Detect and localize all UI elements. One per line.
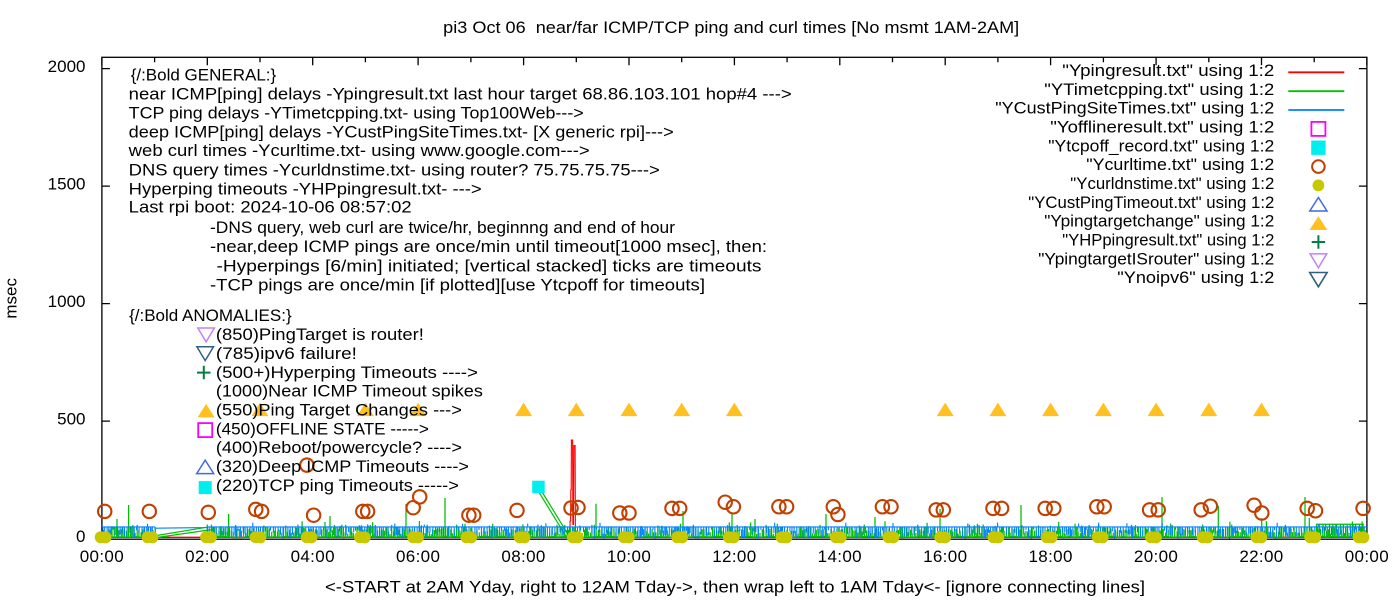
svg-text:{/:Bold GENERAL:}: {/:Bold GENERAL:}	[131, 66, 277, 85]
svg-text:1000: 1000	[48, 292, 86, 311]
svg-text:Last rpi boot: 2024-10-06 08:5: Last rpi boot: 2024-10-06 08:57:02	[129, 198, 412, 217]
svg-text:(320)Deep ICMP Timeouts ---->: (320)Deep ICMP Timeouts ---->	[216, 457, 469, 476]
svg-text:00:00: 00:00	[80, 547, 124, 566]
svg-text:18:00: 18:00	[1028, 547, 1072, 566]
svg-text:"YTimetcpping.txt" using 1:2: "YTimetcpping.txt" using 1:2	[1044, 80, 1274, 99]
svg-text:Hyperping timeouts -YHPpingres: Hyperping timeouts -YHPpingresult.txt- -…	[129, 179, 482, 198]
svg-text:06:00: 06:00	[396, 547, 440, 566]
svg-text:10:00: 10:00	[607, 547, 651, 566]
svg-text:"Yofflineresult.txt" using 1:2: "Yofflineresult.txt" using 1:2	[1050, 118, 1274, 137]
svg-text:08:00: 08:00	[501, 547, 545, 566]
svg-text:web curl times -Ycurltime.txt-: web curl times -Ycurltime.txt- using www…	[128, 141, 590, 160]
svg-text:deep ICMP[ping] delays -YCustP: deep ICMP[ping] delays -YCustPingSiteTim…	[129, 123, 674, 142]
svg-text:20:00: 20:00	[1134, 547, 1178, 566]
svg-text:(220)TCP ping Timeouts ----->: (220)TCP ping Timeouts ----->	[216, 476, 459, 495]
svg-text:{/:Bold ANOMALIES:}: {/:Bold ANOMALIES:}	[129, 306, 292, 325]
svg-text:(550)Ping Target Changes --->: (550)Ping Target Changes --->	[216, 401, 462, 420]
svg-text:"Ytcpoff_record.txt" using 1:2: "Ytcpoff_record.txt" using 1:2	[1048, 136, 1274, 155]
svg-text:near ICMP[ping] delays -Ypingr: near ICMP[ping] delays -Ypingresult.txt …	[129, 85, 792, 104]
svg-text:2000: 2000	[48, 57, 86, 76]
svg-text:0: 0	[76, 527, 85, 546]
svg-text:msec: msec	[2, 277, 21, 318]
svg-text:"YHPpingresult.txt" using 1:2: "YHPpingresult.txt" using 1:2	[1062, 231, 1274, 250]
svg-text:-DNS query, web curl are twice: -DNS query, web curl are twice/hr, begin…	[210, 218, 675, 237]
svg-text:"Ypingtargetchange" using 1:2: "Ypingtargetchange" using 1:2	[1044, 212, 1274, 231]
svg-text:12:00: 12:00	[712, 547, 756, 566]
svg-text:"Ycurldnstime.txt" using 1:2: "Ycurldnstime.txt" using 1:2	[1070, 174, 1274, 193]
svg-text:(1000)Near ICMP Timeout spikes: (1000)Near ICMP Timeout spikes	[216, 382, 483, 401]
svg-text:00:00: 00:00	[1345, 547, 1389, 566]
svg-text:22:00: 22:00	[1239, 547, 1283, 566]
svg-text:(400)Reboot/powercycle? ---->: (400)Reboot/powercycle? ---->	[216, 438, 462, 457]
svg-text:TCP ping delays -YTimetcpping.: TCP ping delays -YTimetcpping.txt- using…	[129, 104, 584, 123]
svg-text:"Ypingresult.txt" using 1:2: "Ypingresult.txt" using 1:2	[1062, 61, 1274, 80]
svg-text:"Ycurltime.txt" using 1:2: "Ycurltime.txt" using 1:2	[1086, 155, 1274, 174]
svg-text:-Hyperpings [6/min] initiated;: -Hyperpings [6/min] initiated; [vertical…	[217, 257, 762, 276]
svg-text:"YCustPingSiteTimes.txt" using: "YCustPingSiteTimes.txt" using 1:2	[995, 99, 1274, 118]
svg-text:(785)ipv6 failure!: (785)ipv6 failure!	[216, 344, 357, 363]
svg-text:02:00: 02:00	[185, 547, 229, 566]
svg-text:"YpingtargetISrouter" using 1:: "YpingtargetISrouter" using 1:2	[1038, 249, 1274, 268]
svg-text:-TCP pings are once/min [if pl: -TCP pings are once/min [if plotted][use…	[210, 276, 705, 295]
svg-text:(450)OFFLINE STATE ----->: (450)OFFLINE STATE ----->	[216, 419, 429, 438]
svg-text:(850)PingTarget is router!: (850)PingTarget is router!	[216, 325, 424, 344]
svg-text:(500+)Hyperping Timeouts ---->: (500+)Hyperping Timeouts ---->	[216, 363, 478, 382]
svg-text:-near,deep ICMP pings are once: -near,deep ICMP pings are once/min until…	[210, 237, 767, 256]
svg-text:pi3 Oct 06 near/far ICMP/TCP: pi3 Oct 06 near/far ICMP/TCP ping and cu…	[443, 18, 1019, 37]
svg-text:<-START at 2AM Yday, right to: <-START at 2AM Yday, right to 12AM Tday-…	[325, 578, 1145, 597]
svg-text:DNS query times -Ycurldnstime.: DNS query times -Ycurldnstime.txt- using…	[129, 160, 660, 179]
svg-text:16:00: 16:00	[923, 547, 967, 566]
svg-text:"YCustPingTimeout.txt" using 1: "YCustPingTimeout.txt" using 1:2	[1028, 193, 1274, 212]
svg-text:"Ynoipv6" using 1:2: "Ynoipv6" using 1:2	[1117, 268, 1274, 287]
svg-text:1500: 1500	[48, 175, 86, 194]
svg-text:04:00: 04:00	[291, 547, 335, 566]
svg-text:14:00: 14:00	[818, 547, 862, 566]
svg-text:500: 500	[57, 410, 85, 429]
